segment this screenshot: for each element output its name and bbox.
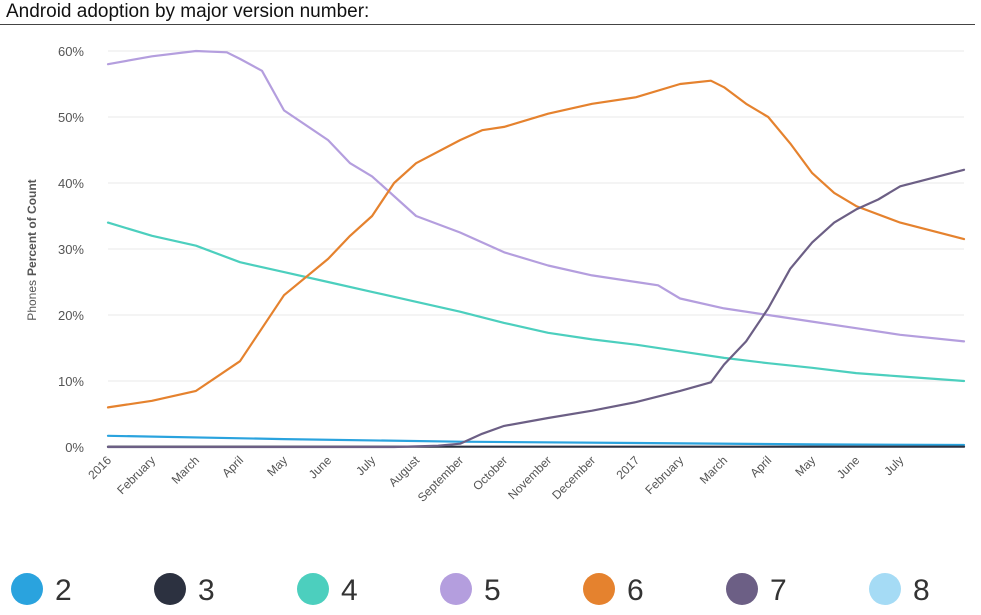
x-tick-label: February <box>642 453 686 497</box>
y-axis-label-prefix: Phones <box>25 280 39 321</box>
legend-label-6[interactable]: 6 <box>627 574 644 607</box>
legend-marker-8[interactable] <box>869 573 901 605</box>
legend-label-8[interactable]: 8 <box>913 574 930 607</box>
x-tick-label: July <box>881 453 906 478</box>
legend-marker-3[interactable] <box>154 573 186 605</box>
x-axis-ticks: 2016 February March April May June July AugustS… <box>85 453 906 505</box>
x-tick-label: 2017 <box>613 453 642 482</box>
legend-label-4[interactable]: 4 <box>341 574 358 607</box>
x-tick-label: 2016 <box>85 453 114 482</box>
chart-title: Android adoption by major version number… <box>6 1 370 22</box>
x-tick-label: June <box>834 453 863 482</box>
y-tick-label: 50% <box>58 110 84 125</box>
x-tick-label: September <box>415 453 466 504</box>
x-tick-label: May <box>264 453 290 479</box>
x-tick-label: June <box>306 453 335 482</box>
x-tick-label: March <box>697 453 730 486</box>
x-tick-label: April <box>219 453 246 480</box>
legend-label-2[interactable]: 2 <box>55 574 72 607</box>
x-tick-label: July <box>353 453 378 478</box>
series-line-5 <box>106 49 966 343</box>
legend-marker-2[interactable] <box>11 573 43 605</box>
legend-marker-4[interactable] <box>297 573 329 605</box>
x-tick-label: February <box>114 453 158 497</box>
y-tick-label: 0% <box>65 440 84 455</box>
y-axis-label: Phones Percent of Count <box>25 179 39 320</box>
legend-label-7[interactable]: 7 <box>770 574 787 607</box>
y-tick-label: 10% <box>58 374 84 389</box>
x-tick-label: October <box>470 453 510 493</box>
y-axis-label-bold: Percent of Count <box>25 179 39 276</box>
legend-marker-7[interactable] <box>726 573 758 605</box>
grid-lines <box>108 50 964 448</box>
x-tick-label: August <box>386 453 423 490</box>
series-line-2 <box>106 434 966 447</box>
x-tick-label: December <box>549 453 598 502</box>
series-line-4 <box>106 221 966 383</box>
y-tick-label: 60% <box>58 44 84 59</box>
title-divider <box>0 24 975 25</box>
legend: 2 3 4 5 6 7 8 <box>11 573 930 607</box>
legend-marker-6[interactable] <box>583 573 615 605</box>
y-tick-label: 40% <box>58 176 84 191</box>
x-tick-label: March <box>169 453 202 486</box>
legend-marker-5[interactable] <box>440 573 472 605</box>
legend-label-5[interactable]: 5 <box>484 574 501 607</box>
legend-label-3[interactable]: 3 <box>198 574 215 607</box>
series-lines <box>106 49 966 449</box>
y-tick-label: 20% <box>58 308 84 323</box>
x-tick-label: May <box>792 453 818 479</box>
series-line-7 <box>106 168 966 449</box>
y-axis-ticks: 0% 10% 20% 30% 40% 50% 60% <box>58 44 84 455</box>
x-tick-label: April <box>747 453 774 480</box>
y-tick-label: 30% <box>58 242 84 257</box>
series-line-6 <box>106 79 966 409</box>
x-tick-label: November <box>505 453 554 502</box>
